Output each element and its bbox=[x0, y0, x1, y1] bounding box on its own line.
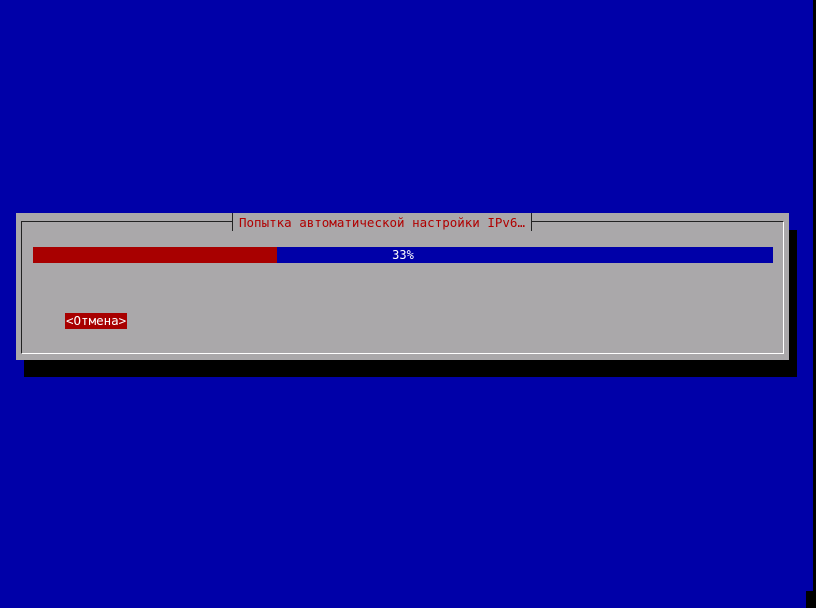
progress-bar: 33% bbox=[33, 247, 773, 263]
dialog-title: Попытка автоматической настройки IPv6… bbox=[232, 213, 532, 231]
progress-fill bbox=[33, 247, 278, 263]
progress-dialog: Попытка автоматической настройки IPv6… 3… bbox=[16, 213, 789, 360]
screen-edge bbox=[813, 0, 816, 608]
cancel-button[interactable]: <Отмена> bbox=[65, 313, 128, 329]
progress-label: 33% bbox=[392, 248, 414, 262]
dialog-frame bbox=[21, 221, 784, 354]
screen-corner bbox=[806, 591, 816, 608]
